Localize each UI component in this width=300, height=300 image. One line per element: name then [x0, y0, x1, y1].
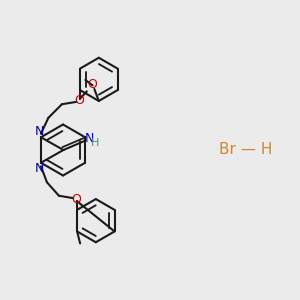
Text: Br — H: Br — H: [219, 142, 273, 158]
Text: N: N: [85, 132, 94, 145]
Text: N: N: [35, 162, 44, 175]
Text: O: O: [71, 193, 81, 206]
Text: N: N: [35, 125, 44, 138]
Text: O: O: [87, 78, 97, 91]
Text: O: O: [74, 94, 84, 107]
Text: H: H: [91, 138, 99, 148]
